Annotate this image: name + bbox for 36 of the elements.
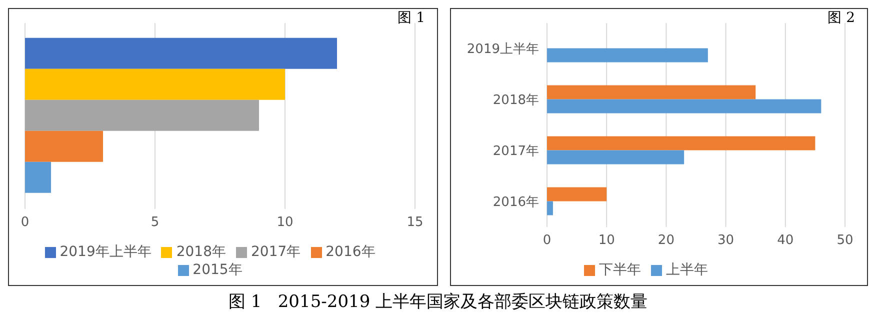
y-tick-label: 2016年 xyxy=(492,195,539,210)
bar xyxy=(547,187,607,202)
bar xyxy=(25,130,103,162)
legend-label: 2017年 xyxy=(251,244,301,260)
y-tick-label: 2018年 xyxy=(492,93,539,108)
bar xyxy=(547,48,708,62)
chart-title: 图 1 xyxy=(398,9,425,27)
legend-label: 下半年 xyxy=(599,262,641,278)
bar xyxy=(25,162,51,193)
x-tick-label: 30 xyxy=(718,233,734,248)
bar xyxy=(547,85,756,100)
y-tick-label: 2017年 xyxy=(492,144,539,160)
bar xyxy=(25,68,285,100)
y-tick-label: 2019上半年 xyxy=(466,42,539,58)
legend-label: 上半年 xyxy=(666,262,708,278)
chart-title: 图 2 xyxy=(828,9,855,27)
legend-label: 2015年 xyxy=(192,262,242,278)
bar xyxy=(547,136,816,150)
bar xyxy=(547,150,684,164)
x-tick-label: 10 xyxy=(598,233,615,248)
bar xyxy=(547,99,822,114)
bar xyxy=(25,100,259,131)
bar xyxy=(547,201,553,216)
caption: 图 1 2015-2019 上半年国家及各部委区块链政策数量 xyxy=(228,292,648,312)
legend-label: 2019年上半年 xyxy=(60,244,152,260)
x-tick-label: 50 xyxy=(836,233,854,248)
x-tick-label: 0 xyxy=(542,233,552,248)
x-tick-label: 10 xyxy=(276,215,294,230)
x-tick-label: 5 xyxy=(150,215,160,230)
x-tick-label: 0 xyxy=(20,215,30,230)
x-tick-label: 15 xyxy=(406,215,424,230)
x-tick-label: 40 xyxy=(777,233,794,248)
bar xyxy=(25,38,337,69)
legend-label: 2018年 xyxy=(176,244,226,260)
legend-label: 2016年 xyxy=(326,244,376,260)
x-tick-label: 20 xyxy=(658,233,674,248)
